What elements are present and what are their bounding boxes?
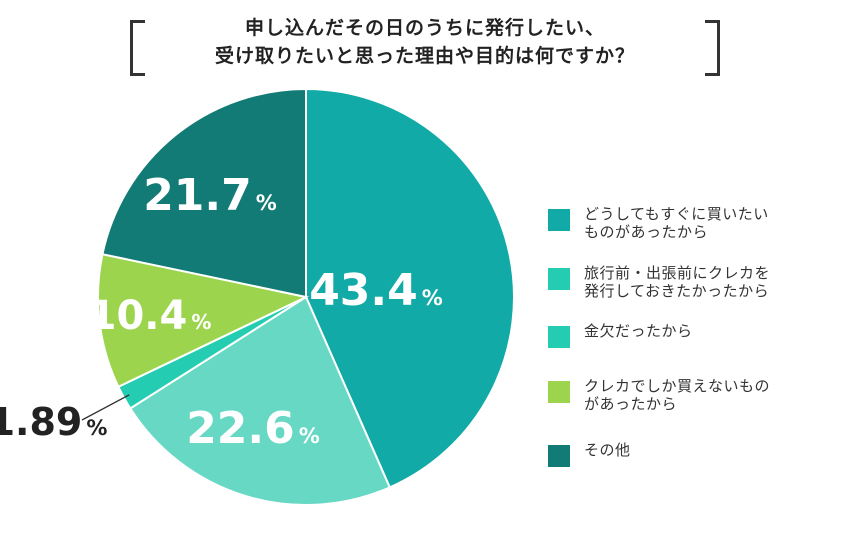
legend-item-3: クレカでしか買えないもの があったから (548, 377, 770, 413)
legend-label-4: その他 (584, 441, 631, 459)
pie-slice-1 (128, 295, 392, 506)
legend-label-1: 旅行前・出張前にクレカを 発行しておきたかったから (584, 264, 770, 300)
legend-swatch-4 (548, 445, 570, 467)
legend-label-0-line-2: ものがあったから (584, 223, 709, 241)
right-bracket (705, 20, 720, 76)
legend-label-1-line-2: 発行しておきたかったから (584, 282, 770, 300)
left-bracket (130, 20, 145, 76)
slice-label-0: 43.4% (309, 265, 443, 316)
legend-swatch-0 (548, 209, 570, 231)
title-text: 申し込んだその日のうちに発行したい、 受け取りたいと思った理由や目的は何ですか？ (130, 14, 720, 70)
slice-label-3: 10.4% (89, 293, 212, 339)
title-line-2: 受け取りたいと思った理由や目的は何ですか？ (214, 45, 635, 67)
legend-label-4-line-1: その他 (584, 441, 631, 459)
legend-item-4: その他 (548, 441, 631, 467)
legend-label-3-line-1: クレカでしか買えないもの (584, 377, 771, 395)
chart-title: 申し込んだその日のうちに発行したい、 受け取りたいと思った理由や目的は何ですか？ (130, 10, 720, 76)
pie-slice-0 (305, 87, 515, 489)
legend-swatch-2 (548, 326, 570, 348)
pie-slice-3 (97, 253, 310, 389)
slice-label-1: 22.6% (186, 403, 320, 454)
legend-item-2: 金欠だったから (548, 322, 693, 348)
title-line-1: 申し込んだその日のうちに発行したい、 (244, 17, 605, 39)
legend-label-3-line-2: があったから (584, 395, 678, 413)
slice-label-4: 21.7% (143, 170, 277, 221)
legend-label-1-line-1: 旅行前・出張前にクレカを (584, 264, 771, 282)
legend-swatch-3 (548, 381, 570, 403)
pie-slice-4 (101, 87, 307, 299)
legend-label-2: 金欠だったから (584, 322, 693, 340)
legend-label-0-line-1: どうしてもすぐに買いたい (584, 205, 769, 223)
legend-item-1: 旅行前・出張前にクレカを 発行しておきたかったから (548, 264, 770, 300)
legend-item-0: どうしてもすぐに買いたい ものがあったから (548, 205, 769, 241)
legend-label-2-line-1: 金欠だったから (584, 322, 693, 340)
legend-label-0: どうしてもすぐに買いたい ものがあったから (584, 205, 769, 241)
leader-line (81, 394, 130, 421)
legend-label-3: クレカでしか買えないもの があったから (584, 377, 770, 413)
slice-label-2: 1.89% (0, 400, 107, 444)
legend-swatch-1 (548, 268, 570, 290)
